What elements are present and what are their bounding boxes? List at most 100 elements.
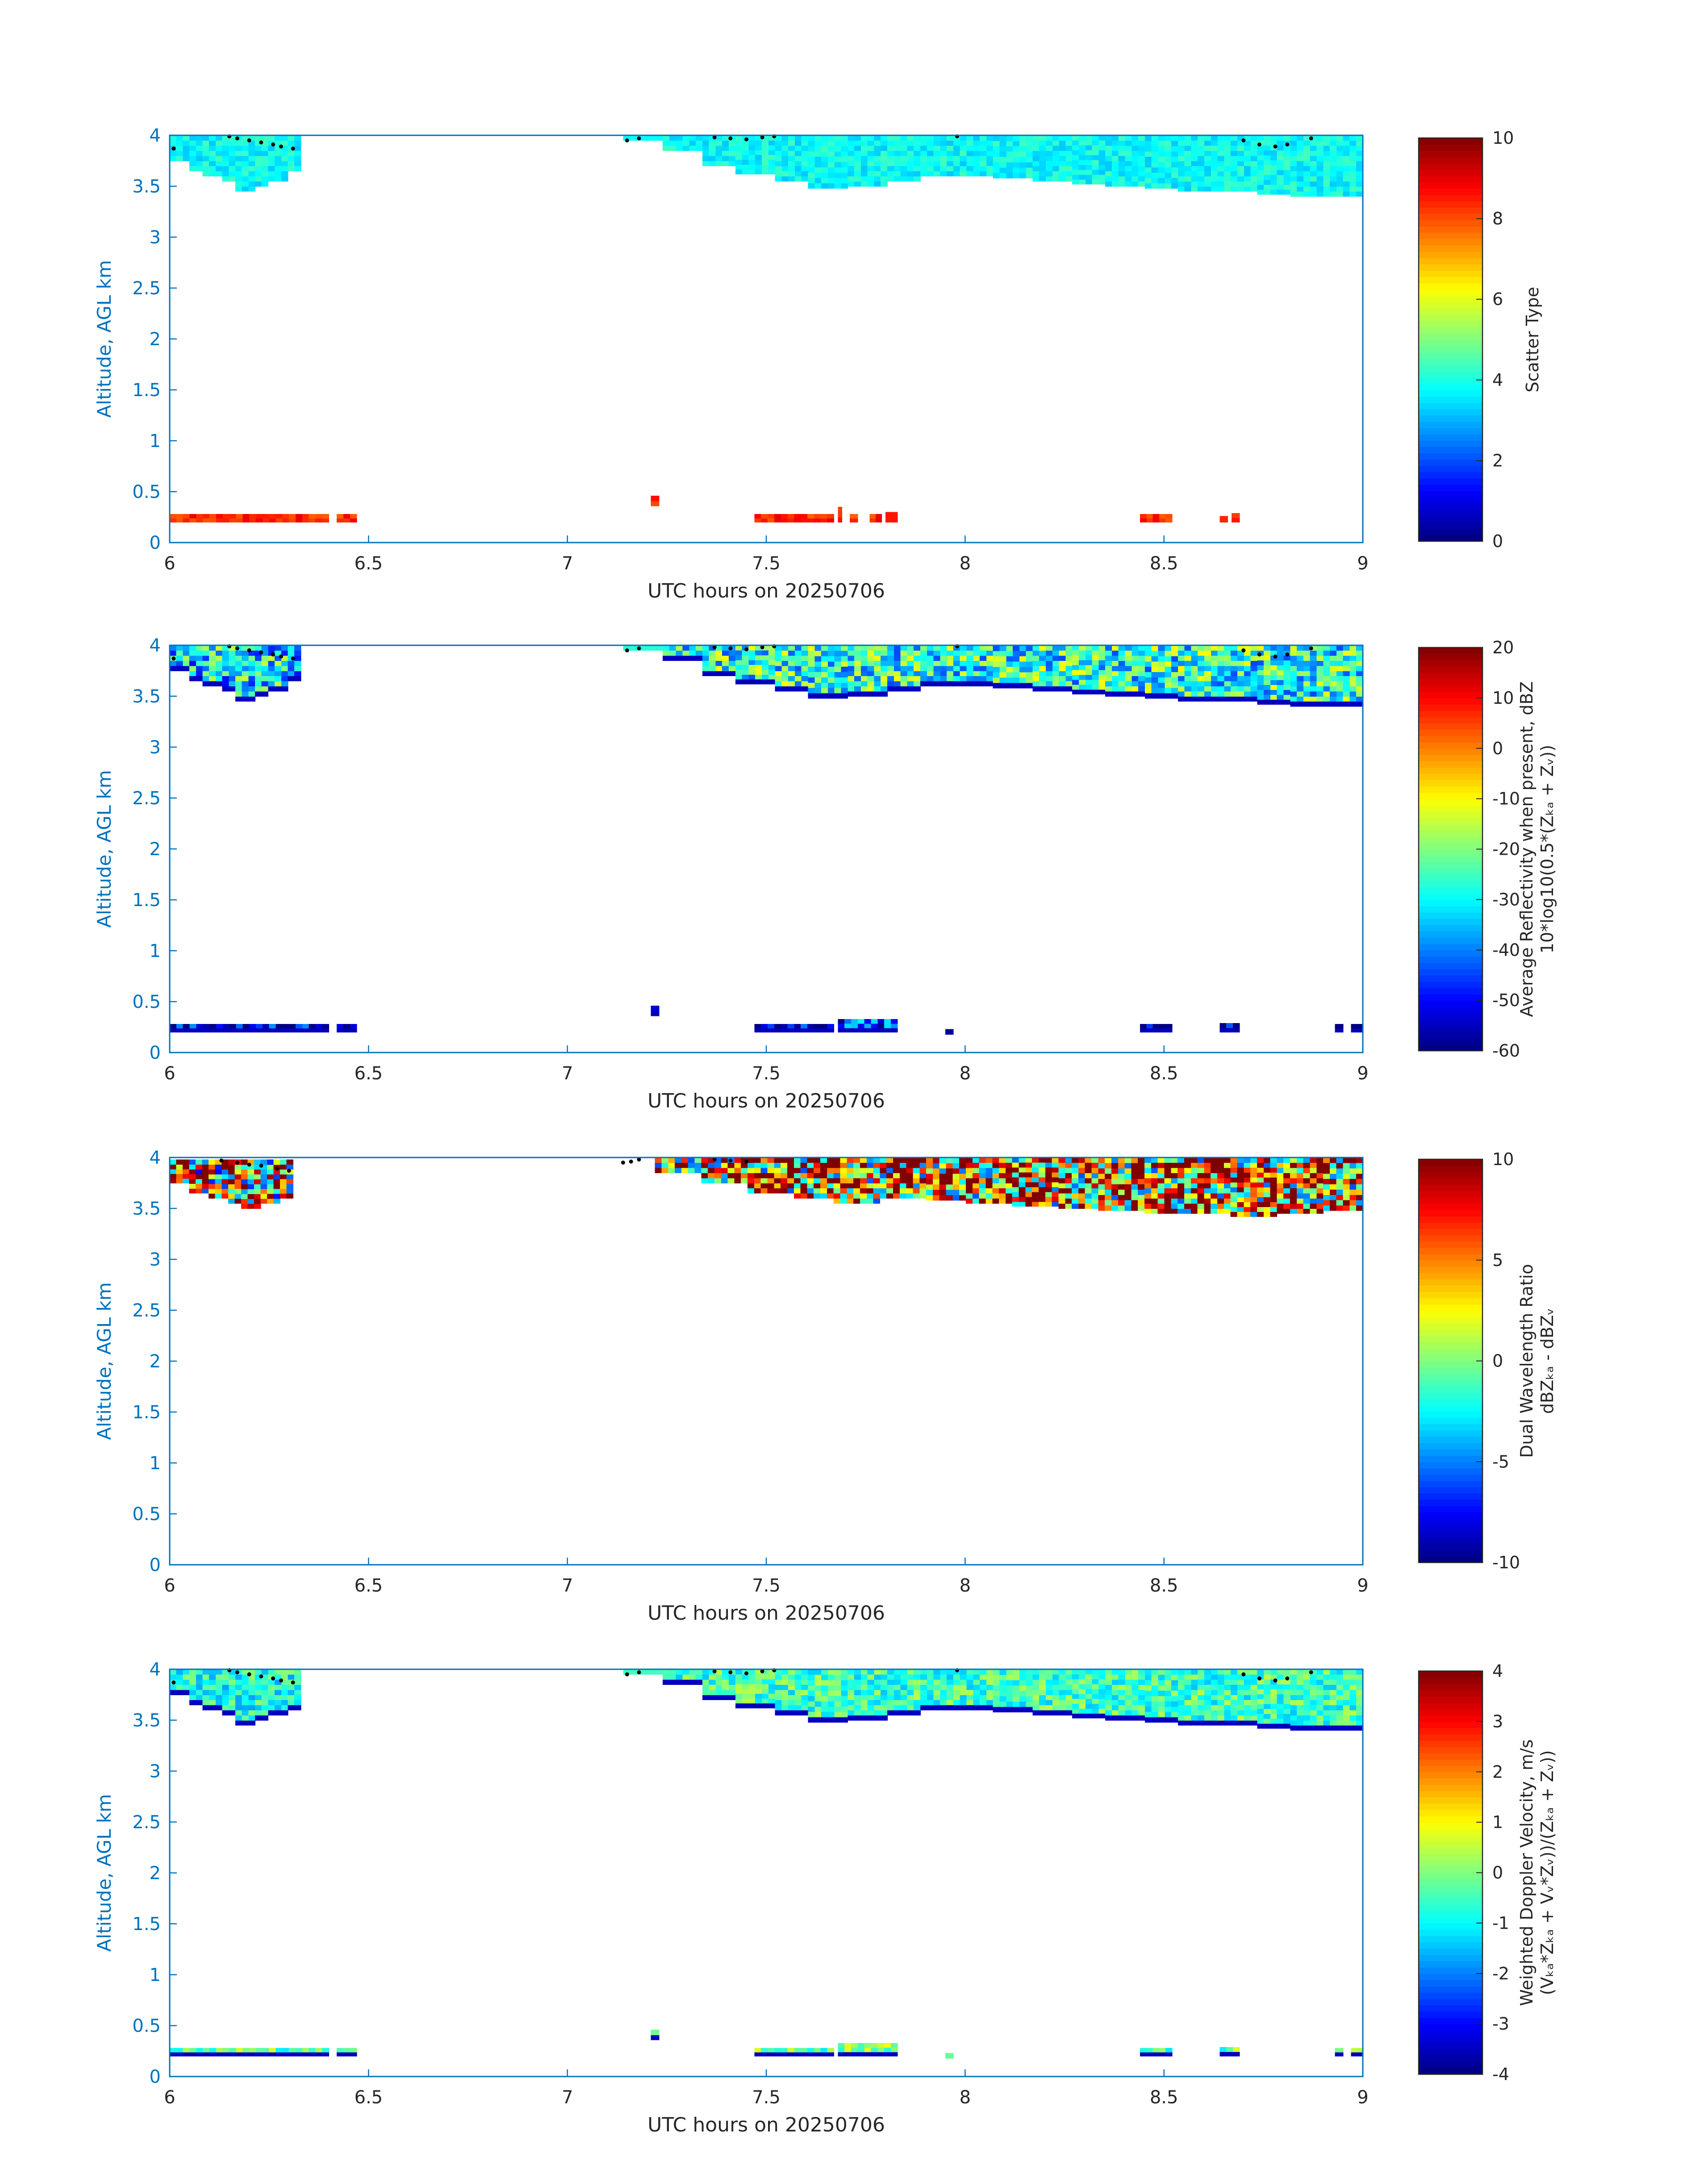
data-cell xyxy=(767,1028,775,1033)
data-cell xyxy=(1025,1172,1032,1178)
data-cell xyxy=(1211,150,1218,156)
colorbar-swatch xyxy=(1419,1025,1482,1032)
data-cell xyxy=(833,1198,841,1204)
data-cell xyxy=(932,1178,940,1185)
data-cell xyxy=(999,682,1007,689)
data-cell xyxy=(1329,1162,1337,1169)
data-cell xyxy=(1032,681,1040,686)
data-cell xyxy=(827,1183,834,1189)
data-cell xyxy=(1224,1700,1231,1705)
data-cell xyxy=(1297,671,1304,677)
colorbar-tick-label: -20 xyxy=(1492,840,1520,859)
data-cell xyxy=(933,135,941,141)
colorbar-swatch xyxy=(1419,660,1482,667)
data-cell xyxy=(887,645,894,651)
data-cell xyxy=(808,1680,815,1686)
data-cell xyxy=(255,145,262,151)
data-cell xyxy=(1045,1191,1052,1197)
data-cell xyxy=(1197,1188,1205,1194)
data-cell xyxy=(906,1183,914,1189)
data-cell xyxy=(702,1669,710,1675)
data-cell xyxy=(1217,176,1225,182)
data-cell xyxy=(1098,650,1106,656)
data-cell xyxy=(907,161,914,167)
data-cell xyxy=(1052,150,1060,156)
data-cell xyxy=(801,145,809,151)
data-cell xyxy=(1092,674,1099,680)
data-cell xyxy=(993,650,1000,656)
data-cell xyxy=(248,1684,255,1690)
data-cell xyxy=(663,145,670,151)
data-cell xyxy=(800,1178,808,1183)
data-cell xyxy=(1310,155,1317,161)
data-cell xyxy=(235,166,242,171)
data-cell xyxy=(1264,165,1271,170)
data-cell xyxy=(1151,1711,1159,1717)
data-cell xyxy=(960,1679,967,1685)
data-cell xyxy=(1250,1197,1257,1202)
data-cell xyxy=(1329,1173,1337,1179)
data-cell xyxy=(1026,650,1033,656)
data-cell xyxy=(189,1188,196,1194)
data-cell xyxy=(1270,645,1278,651)
data-cell xyxy=(927,155,934,161)
data-cell xyxy=(1323,155,1330,161)
data-cell xyxy=(1146,518,1153,523)
data-cell xyxy=(841,693,848,699)
data-cell xyxy=(1085,1679,1093,1684)
data-cell xyxy=(269,514,276,519)
data-cell xyxy=(840,1178,848,1183)
data-cell xyxy=(1290,186,1297,192)
data-cell xyxy=(1171,682,1178,688)
data-cell xyxy=(254,1199,261,1204)
data-cell xyxy=(235,1695,242,1701)
data-cell xyxy=(1310,1167,1317,1173)
colorbar-swatch xyxy=(1419,1266,1482,1273)
colorbar-swatch xyxy=(1419,1019,1482,1026)
axes-box xyxy=(169,1157,1364,1566)
data-cell xyxy=(761,1024,768,1029)
data-cell xyxy=(1085,145,1093,150)
data-cell xyxy=(268,135,275,141)
data-cell xyxy=(722,150,729,156)
data-cell xyxy=(827,650,835,656)
data-cell xyxy=(1257,189,1264,195)
data-cell xyxy=(755,1693,762,1699)
data-cell xyxy=(1237,186,1244,192)
data-cell xyxy=(1144,162,1152,167)
data-cell xyxy=(228,1179,235,1184)
data-cell xyxy=(1356,135,1363,141)
data-cell xyxy=(1217,1198,1224,1204)
data-cell xyxy=(821,177,828,184)
data-cell xyxy=(894,176,901,182)
data-cell xyxy=(748,669,756,675)
data-cell xyxy=(742,150,749,155)
data-cell xyxy=(1217,155,1225,161)
data-cell xyxy=(1283,689,1291,695)
data-cell xyxy=(853,1162,860,1168)
data-cell xyxy=(1085,1688,1093,1694)
data-cell xyxy=(966,1674,974,1680)
data-cell xyxy=(1178,171,1185,176)
data-cell xyxy=(986,1157,993,1163)
data-cell xyxy=(907,660,914,666)
data-cell xyxy=(235,1720,242,1726)
data-cell xyxy=(288,676,295,681)
data-cell xyxy=(1105,1684,1112,1690)
data-cell xyxy=(1164,1198,1172,1204)
data-cell xyxy=(1257,150,1264,155)
data-cell xyxy=(867,155,875,161)
data-cell xyxy=(242,691,249,697)
data-cell xyxy=(1277,1203,1284,1209)
colorbar-tick-label: 0 xyxy=(1492,739,1503,758)
data-cell xyxy=(894,1679,901,1685)
data-cell xyxy=(966,150,974,156)
data-cell xyxy=(1125,650,1132,656)
data-cell xyxy=(907,676,914,681)
colorbar-swatch xyxy=(1419,1254,1482,1261)
data-cell xyxy=(1310,150,1317,156)
data-cell xyxy=(1290,1162,1297,1168)
data-cell xyxy=(675,1157,682,1163)
data-cell xyxy=(275,1700,282,1705)
data-cell xyxy=(1351,1028,1357,1033)
